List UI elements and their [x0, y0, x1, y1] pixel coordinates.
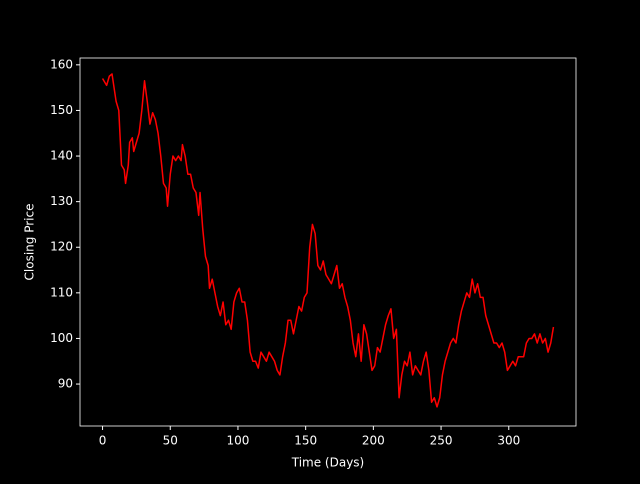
y-tick-label: 130 [50, 194, 73, 208]
x-tick-label: 250 [430, 434, 453, 448]
x-tick-label: 150 [294, 434, 317, 448]
y-axis-label: Closing Price [23, 204, 37, 281]
y-tick-label: 110 [50, 285, 73, 299]
x-tick-label: 300 [497, 434, 520, 448]
y-tick-label: 90 [58, 377, 73, 391]
y-tick-label: 140 [50, 149, 73, 163]
x-axis-label: Time (Days) [291, 456, 365, 470]
x-tick-label: 200 [362, 434, 385, 448]
price-line [101, 73, 555, 408]
y-tick-label: 100 [50, 331, 73, 345]
y-tick-label: 160 [50, 57, 73, 71]
x-tick-label: 50 [163, 434, 178, 448]
x-tick-label: 0 [99, 434, 107, 448]
y-tick-label: 120 [50, 240, 73, 254]
x-tick-label: 100 [227, 434, 250, 448]
plot-frame [79, 57, 577, 427]
y-tick-label: 150 [50, 103, 73, 117]
